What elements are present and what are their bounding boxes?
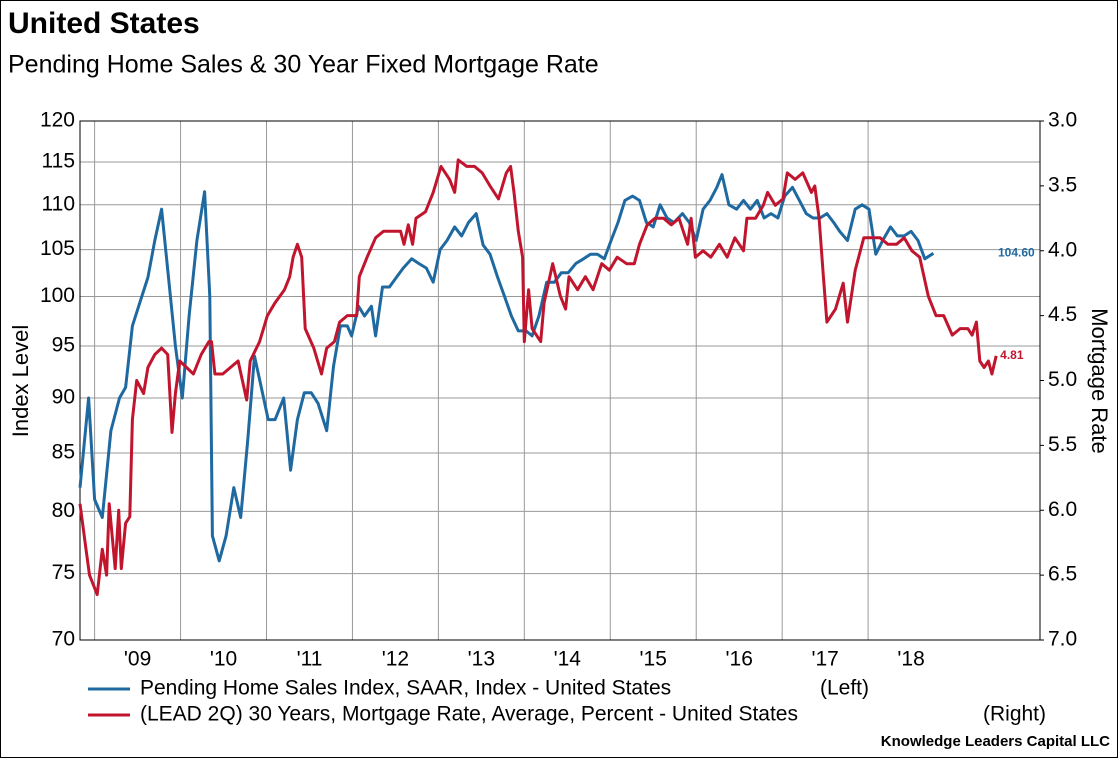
x-tick-label: '13 [468,648,495,671]
end-value-label: 4.81 [1000,348,1024,362]
y-tick-label: 95 [52,333,75,356]
y2-axis-title: Mortgage Rate [1087,308,1112,454]
y2-tick-label: 5.5 [1048,433,1077,456]
plot-border [79,120,1041,641]
y-tick-label: 105 [40,237,75,260]
x-tick-label: '10 [210,648,237,671]
y-tick-label: 100 [40,284,75,307]
legend-axis: (Right) [983,703,1046,726]
series-line [78,158,998,597]
x-tick-label: '11 [297,648,323,671]
y-tick-label: 75 [52,561,75,584]
y2-tick-label: 5.0 [1048,368,1077,391]
y2-tick-label: 4.0 [1048,238,1077,261]
y2-tick-label: 6.5 [1048,563,1077,586]
legend-label: Pending Home Sales Index, SAAR, Index - … [140,677,671,700]
x-tick-label: '12 [382,648,409,671]
legend-label: (LEAD 2Q) 30 Years, Mortgage Rate, Avera… [140,703,798,726]
x-tick-label: '16 [726,648,753,671]
chart-subtitle: Pending Home Sales & 30 Year Fixed Mortg… [8,51,599,79]
plot-area [79,120,1041,641]
y2-tick-label: 6.0 [1048,498,1077,521]
y2-tick-label: 3.0 [1048,109,1077,132]
y-tick-label: 70 [52,628,75,651]
x-tick-label: '09 [124,648,151,671]
y-axis-title: Index Level [8,325,33,438]
end-value-label: 104.60 [998,245,1035,259]
series-line [78,173,935,563]
chart-title: United States [8,7,200,40]
y-tick-label: 90 [52,386,75,409]
y-tick-label: 115 [42,150,75,173]
x-tick-label: '14 [554,648,582,671]
x-tick-label: '17 [811,648,838,671]
y2-tick-label: 3.5 [1048,173,1077,196]
y-tick-label: 80 [52,499,75,522]
y-tick-label: 85 [52,441,75,464]
y-tick-label: 120 [40,109,75,132]
y-tick-label: 110 [42,192,75,215]
y2-tick-label: 7.0 [1048,628,1077,651]
y2-tick-label: 4.5 [1048,303,1077,326]
legend-axis: (Left) [820,677,869,700]
x-tick-label: '15 [640,648,667,671]
source: Knowledge Leaders Capital LLC [881,733,1110,750]
x-tick-label: '18 [897,648,924,671]
